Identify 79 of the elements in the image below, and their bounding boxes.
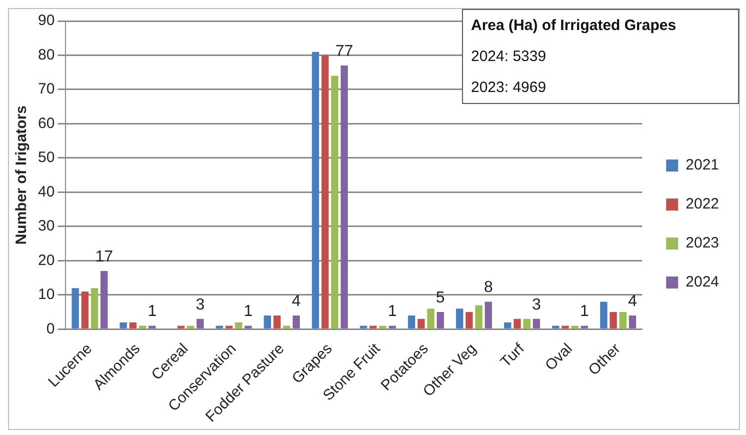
bar: [571, 326, 578, 328]
legend-label: 2024: [686, 274, 720, 291]
bar: [628, 315, 636, 328]
legend-label: 2022: [686, 196, 720, 213]
bar: [186, 326, 194, 328]
data-label: 4: [292, 292, 301, 310]
annotation: Area (Ha) of Irrigated Grapes: [470, 16, 678, 36]
bar: [379, 326, 386, 328]
bar: [523, 318, 530, 328]
bar: [580, 326, 588, 328]
bar: [120, 322, 127, 328]
bar: [264, 315, 272, 328]
bar: [475, 305, 482, 328]
bar: [292, 315, 300, 328]
bar: [532, 318, 540, 328]
bar: [552, 326, 560, 328]
bar: [331, 76, 338, 328]
bar: [196, 318, 204, 328]
x-tick-label: Turf: [497, 340, 528, 371]
data-label: 17: [95, 248, 114, 266]
data-label: 1: [148, 303, 157, 320]
legend-label: 2023: [686, 234, 720, 252]
bar: [129, 322, 137, 328]
data-label: 1: [580, 303, 590, 320]
bar: [321, 55, 329, 328]
bar: [600, 302, 608, 328]
bar: [244, 326, 252, 328]
bar: [312, 52, 320, 328]
bar: [72, 288, 79, 328]
bar: [370, 326, 377, 328]
bar: [148, 326, 156, 328]
data-label: 3: [196, 296, 205, 314]
data-label: 4: [628, 292, 638, 310]
bar: [610, 312, 617, 328]
y-tick-label: 20: [38, 252, 55, 269]
bar: [340, 66, 348, 328]
y-tick-label: 50: [38, 149, 55, 166]
data-label: 8: [484, 279, 493, 296]
bar: [177, 326, 185, 328]
bar: [100, 270, 108, 328]
bar: [273, 315, 281, 328]
bar: [418, 318, 425, 328]
bar: [235, 322, 242, 328]
bar: [514, 318, 521, 328]
bar: [466, 312, 473, 328]
y-tick-label: 90: [38, 12, 55, 30]
note-box: Area (Ha) of Irrigated Grapes 2024: 5339 2023: 4969: [462, 9, 739, 104]
data-label: 3: [532, 296, 541, 314]
bar: [216, 326, 224, 328]
y-axis-title: Number of Irigators: [13, 105, 30, 245]
bar: [360, 326, 368, 328]
bar: [225, 326, 233, 328]
data-label: 1: [388, 303, 397, 320]
data-label: 77: [335, 42, 354, 60]
bar: [436, 312, 444, 328]
bar: [408, 315, 416, 328]
y-tick-label: 10: [38, 286, 55, 304]
y-tick-label: 40: [38, 183, 55, 200]
y-tick-label: 0: [46, 320, 55, 338]
bar: [283, 326, 290, 328]
bar: [90, 288, 98, 328]
legend-label: 2021: [686, 156, 720, 174]
bar: [504, 322, 512, 328]
bar: [81, 292, 88, 328]
bar: [388, 326, 396, 328]
bar: [562, 326, 569, 328]
y-tick-label: 70: [38, 80, 55, 98]
y-tick-label: 80: [38, 46, 55, 64]
bar: [138, 326, 146, 328]
bar: [456, 308, 464, 328]
bar: [427, 308, 434, 328]
annotation: 2024: 5339: [470, 47, 548, 67]
bar: [484, 302, 492, 328]
data-label: 5: [436, 289, 445, 306]
bar: [619, 312, 627, 328]
data-label: 1: [244, 303, 253, 320]
y-tick-label: 30: [38, 218, 55, 235]
y-tick-label: 60: [38, 114, 55, 132]
annotation: 2023: 4969: [470, 78, 548, 98]
